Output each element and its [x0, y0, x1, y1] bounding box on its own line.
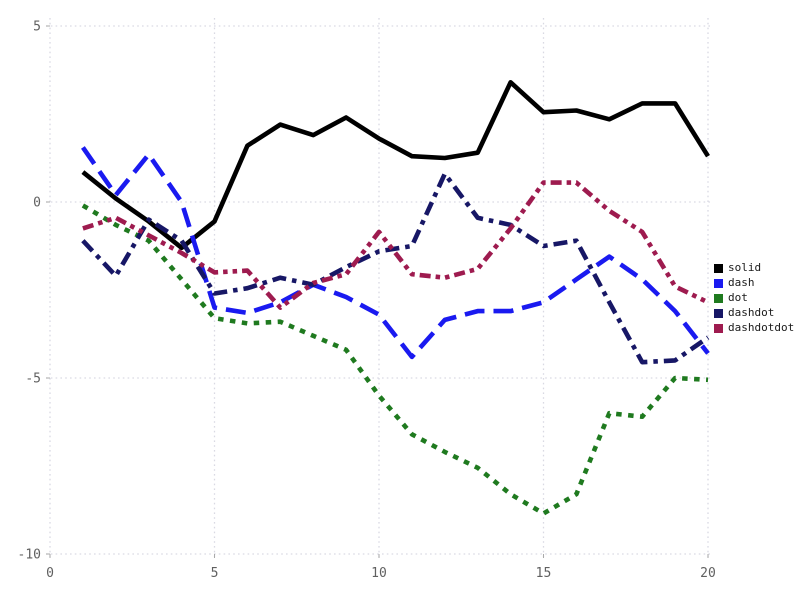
legend-item-dot: dot [714, 292, 794, 304]
legend: solid dash dot dashdot dashdotdot [714, 262, 794, 334]
series-dot [81, 203, 709, 516]
legend-label-dashdot: dashdot [728, 306, 775, 319]
x-tick-label: 15 [536, 566, 552, 581]
y-tick-label: -5 [25, 372, 41, 387]
legend-swatch-dash [714, 278, 723, 288]
series-dash [81, 146, 710, 360]
series-dashdot [81, 171, 710, 365]
legend-item-dashdot: dashdot [714, 307, 794, 319]
x-tick-label: 20 [700, 566, 716, 581]
x-tick-label: 5 [211, 566, 219, 581]
legend-label-dot: dot [728, 291, 748, 304]
legend-swatch-dashdotdot [714, 323, 723, 333]
legend-swatch-solid [714, 263, 723, 273]
series-dashdotdot [82, 180, 709, 310]
y-axis-tick-labels: 5 0 -5 -10 [18, 20, 41, 563]
legend-item-dash: dash [714, 277, 794, 289]
legend-label-dash: dash [728, 276, 755, 289]
y-tick-label: 0 [33, 196, 41, 211]
axis-ticks [46, 25, 709, 558]
gridlines [46, 18, 713, 559]
legend-label-dashdotdot: dashdotdot [728, 321, 795, 334]
x-axis-tick-labels: 0 5 10 15 20 [46, 566, 716, 581]
legend-swatch-dashdot [714, 308, 723, 318]
series-solid [81, 80, 710, 251]
legend-item-dashdotdot: dashdotdot [714, 322, 794, 334]
legend-item-solid: solid [714, 262, 794, 274]
legend-swatch-dot [714, 293, 723, 303]
x-tick-label: 0 [46, 566, 54, 581]
legend-label-solid: solid [728, 261, 762, 274]
y-tick-label: 5 [33, 20, 41, 35]
y-tick-label: -10 [18, 548, 41, 563]
x-tick-label: 10 [371, 566, 387, 581]
